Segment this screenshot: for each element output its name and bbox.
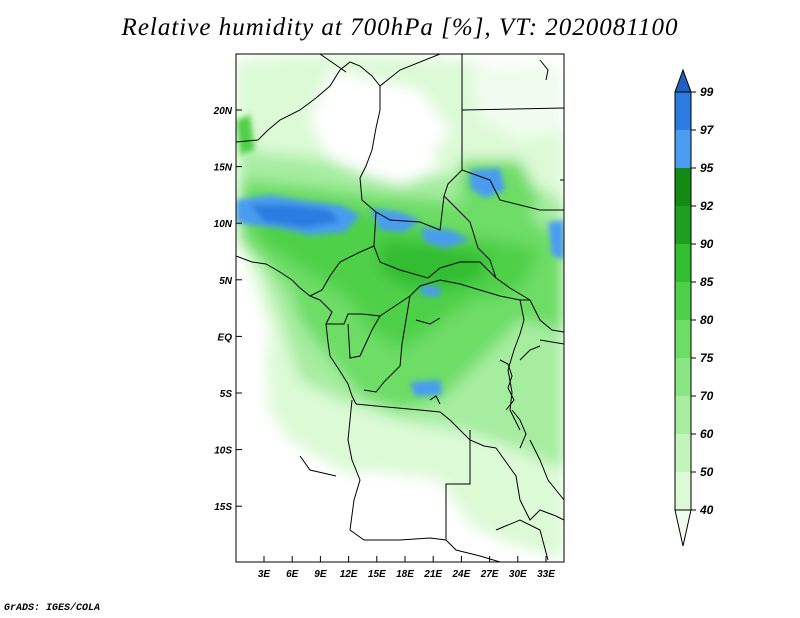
- lon-tick-label: 18E: [396, 569, 414, 580]
- lon-tick-label: 3E: [258, 569, 271, 580]
- colorbar-segment: [675, 358, 691, 396]
- lon-tick-label: 24E: [452, 569, 471, 580]
- colorbar-label: 50: [700, 465, 714, 479]
- lon-tick-label: 30E: [509, 569, 527, 580]
- colorbar-label: 90: [700, 237, 714, 251]
- colorbar-segment: [675, 282, 691, 320]
- colorbar-label: 92: [700, 199, 714, 213]
- lat-tick-label: EQ: [218, 332, 233, 343]
- colorbar-segment: [675, 206, 691, 244]
- chart-title: Relative humidity at 700hPa [%], VT: 202…: [121, 14, 679, 41]
- longitude-ticks: 3E 6E 9E 12E 15E 18E 21E 24E 27E 30E 33E: [258, 556, 555, 580]
- latitude-ticks: 20N 15N 10N 5N EQ 5S 10S 15S: [213, 106, 242, 513]
- colorbar-segment: [675, 320, 691, 358]
- colorbar-label: 95: [700, 161, 714, 175]
- colorbar-label: 60: [700, 427, 714, 441]
- lon-tick-label: 27E: [480, 569, 499, 580]
- lon-tick-label: 9E: [314, 569, 327, 580]
- lat-tick-label: 5N: [219, 276, 233, 287]
- colorbar-label: 70: [700, 389, 714, 403]
- plot-frame: [235, 53, 565, 563]
- colorbar-segment: [675, 168, 691, 206]
- lon-tick-label: 21E: [423, 569, 442, 580]
- colorbar-under-arrow: [674, 509, 692, 547]
- colorbar-over-arrow: [674, 68, 692, 93]
- map-plot-area: 20N 15N 10N 5N EQ 5S 10S 15S 3E 6E 9E 12E 15E 18E 21E…: [213, 53, 565, 580]
- colorbar-legend: 40 50 60 70 75 80 85 90 92 95 97 99: [674, 68, 715, 547]
- lon-tick-label: 12E: [340, 569, 358, 580]
- colorbar-label: 75: [700, 351, 714, 365]
- lat-tick-label: 20N: [213, 106, 233, 117]
- colorbar-label: 99: [700, 85, 714, 99]
- lon-tick-label: 15E: [368, 569, 386, 580]
- colorbar-segment: [675, 434, 691, 472]
- colorbar-segment: [675, 130, 691, 168]
- country-borders: [236, 54, 564, 562]
- lat-tick-label: 10S: [214, 446, 232, 457]
- colorbar-segment: [675, 396, 691, 434]
- colorbar-segment: [675, 244, 691, 282]
- lon-tick-label: 33E: [537, 569, 555, 580]
- colorbar-label: 97: [700, 123, 715, 137]
- lat-tick-label: 15S: [214, 502, 232, 513]
- grads-credit: GrADS: IGES/COLA: [4, 603, 101, 614]
- colorbar-segment: [675, 472, 691, 510]
- colorbar-segment: [675, 92, 691, 130]
- lat-tick-label: 5S: [220, 389, 233, 400]
- colorbar-frame: [674, 91, 692, 511]
- lat-tick-label: 15N: [214, 163, 233, 174]
- colorbar-label: 85: [700, 275, 714, 289]
- colorbar-label: 80: [700, 313, 714, 327]
- colorbar-label: 40: [699, 503, 714, 517]
- humidity-field: [236, 54, 564, 562]
- lon-tick-label: 6E: [286, 569, 299, 580]
- lat-tick-label: 10N: [214, 219, 233, 230]
